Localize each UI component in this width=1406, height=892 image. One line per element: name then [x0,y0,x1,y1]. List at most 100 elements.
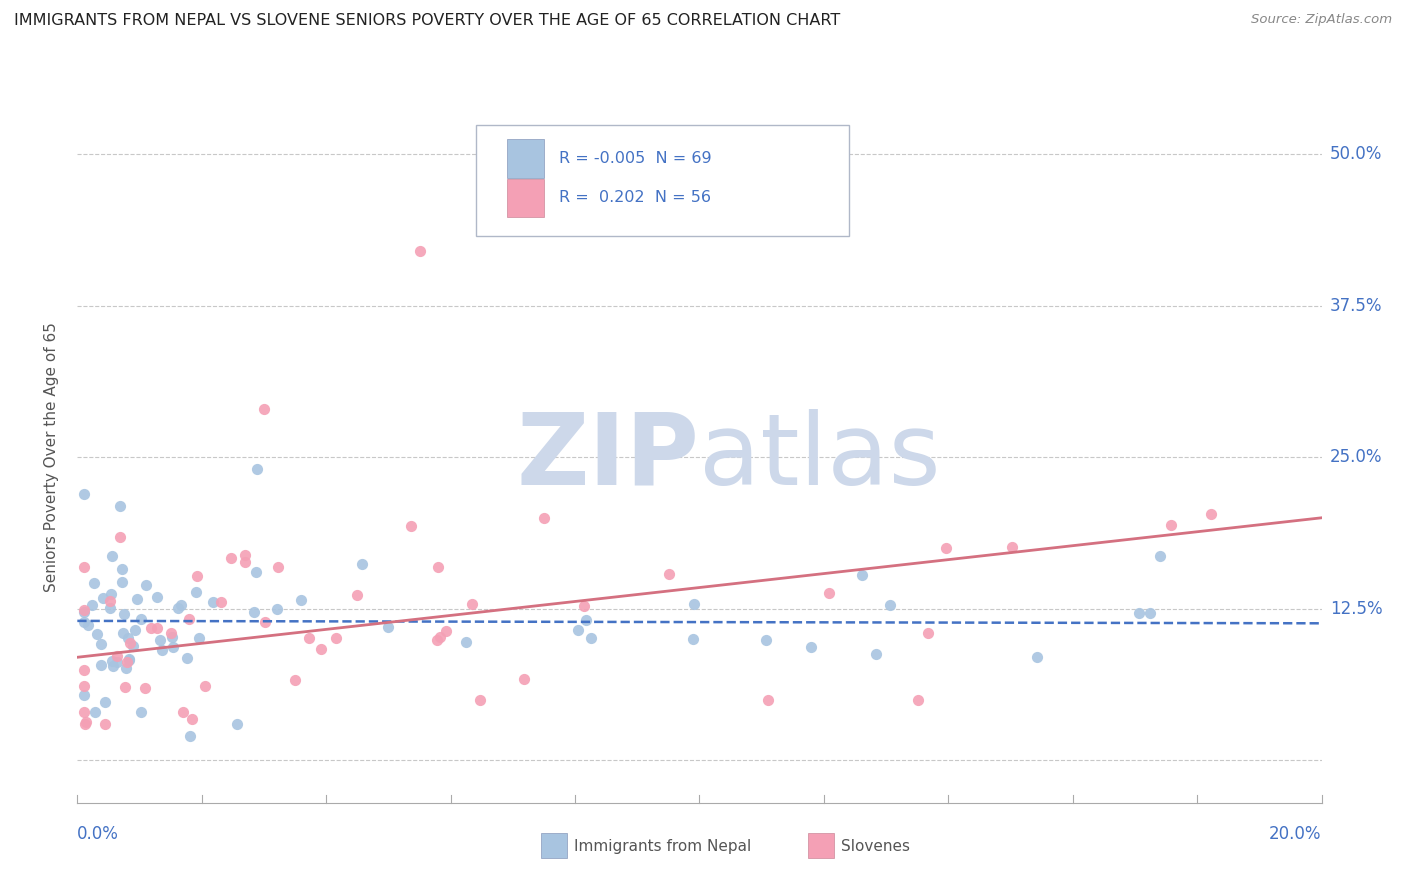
Point [139,621,162,635]
Point [125,592,148,607]
Point [1139,607,1161,621]
Point [117,631,139,645]
Point [683,597,706,611]
Point [626,208,648,222]
Point [187,632,209,646]
Point [73,560,96,574]
Point [176,651,198,665]
Point [1000,540,1022,554]
FancyBboxPatch shape [475,126,849,235]
Point [879,598,901,612]
Point [907,692,929,706]
Point [94,695,117,709]
Point [90,637,112,651]
Text: Immigrants from Nepal: Immigrants from Nepal [574,839,751,854]
Point [101,658,124,673]
Point [135,578,157,592]
Point [72,688,94,702]
Point [533,510,555,524]
Point [162,640,184,654]
Point [267,559,290,574]
Point [118,652,141,666]
Point [575,613,598,627]
Point [72,602,94,616]
Point [325,631,347,645]
Point [1149,549,1171,563]
Point [567,623,589,637]
Point [115,655,138,669]
Point [83,576,105,591]
Point [75,714,97,729]
Point [90,657,112,672]
Point [456,634,478,648]
Point [72,679,94,693]
Point [179,729,201,743]
Text: 25.0%: 25.0% [1330,448,1382,467]
Point [118,653,141,667]
Point [755,633,778,648]
Point [309,642,332,657]
Point [658,566,681,581]
Point [245,565,267,579]
Point [170,599,193,613]
Point [111,562,134,576]
Point [246,462,269,476]
Point [101,654,124,668]
Point [579,632,602,646]
Point [377,620,399,634]
Point [105,648,128,663]
Point [186,569,208,583]
Point [818,585,841,599]
Point [284,673,307,687]
Point [72,605,94,619]
Point [177,611,200,625]
Point [233,555,256,569]
Point [72,705,94,719]
Text: 37.5%: 37.5% [1330,296,1382,315]
Point [290,593,312,607]
Point [935,541,957,556]
Point [572,599,595,613]
FancyBboxPatch shape [506,139,544,178]
Point [181,712,204,726]
Point [77,618,100,632]
Point [470,692,492,706]
Point [129,705,152,719]
Point [682,632,704,646]
Point [121,639,143,653]
Point [146,591,169,605]
Point [100,594,122,608]
Point [1025,650,1047,665]
Point [124,623,146,637]
Point [105,655,128,669]
FancyBboxPatch shape [506,179,544,217]
Point [799,640,821,655]
Point [110,499,132,513]
Point [513,672,536,686]
Point [243,605,266,619]
Text: Source: ZipAtlas.com: Source: ZipAtlas.com [1251,13,1392,27]
Point [84,706,107,720]
Text: R =  0.202  N = 56: R = 0.202 N = 56 [558,190,711,205]
Point [98,601,121,615]
Point [427,559,450,574]
Point [226,717,249,731]
Point [91,591,114,605]
Point [1160,517,1182,532]
Point [233,548,256,562]
Point [101,549,124,563]
Text: ZIP: ZIP [516,409,700,506]
Point [111,574,134,589]
Point [298,631,321,645]
Point [202,595,225,609]
Point [209,595,232,609]
Point [429,630,451,644]
Point [184,584,207,599]
Point [352,557,374,571]
Point [146,621,169,635]
Point [114,661,136,675]
Point [159,625,181,640]
Text: 0.0%: 0.0% [77,825,120,843]
Point [86,626,108,640]
Point [114,680,136,694]
